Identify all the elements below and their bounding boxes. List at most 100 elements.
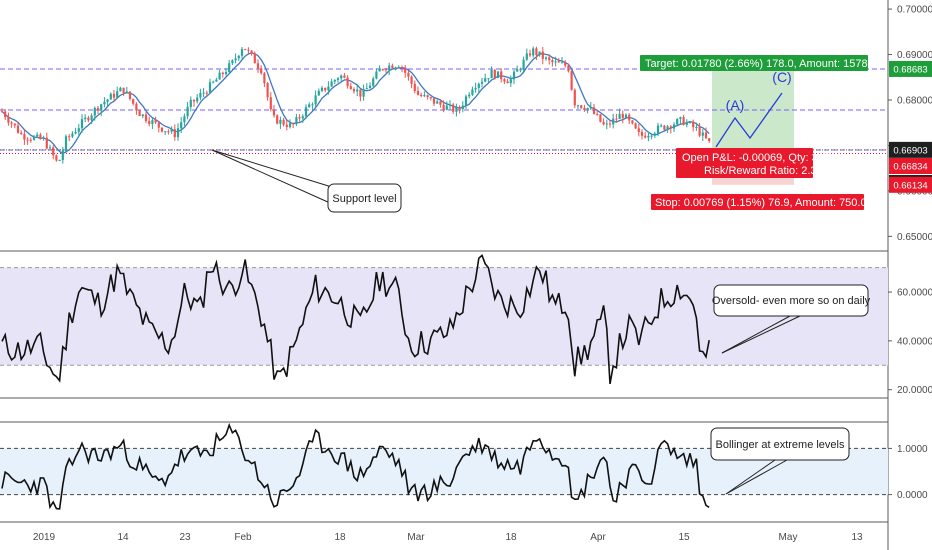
candle-body (384, 69, 388, 71)
candle-body (487, 78, 490, 80)
candle-body (336, 78, 340, 80)
candle-body (10, 122, 13, 124)
candle-body (160, 127, 164, 132)
note-text: Support level (332, 193, 396, 205)
candle-body (84, 117, 87, 120)
wave-label: (C) (772, 69, 791, 85)
price-tag (889, 158, 932, 174)
candle-body (448, 104, 452, 106)
candle-body (189, 99, 192, 107)
candle-body (253, 53, 256, 64)
note-box (327, 183, 402, 213)
candle-body (413, 83, 416, 92)
price-tag (889, 60, 932, 77)
price-panel: (A)(B)(C) Target: 0.01780 (2.66%) 178.0,… (0, 46, 888, 213)
candle-body (516, 69, 519, 72)
candle-body (570, 71, 573, 90)
note-box (710, 427, 850, 461)
candle-body (340, 75, 343, 79)
candle-body (397, 67, 400, 69)
candle-body (80, 119, 84, 129)
candle-body (103, 101, 106, 105)
candle-body (272, 109, 276, 116)
candle-body (138, 110, 141, 117)
candle-body (509, 79, 512, 84)
candle-body (116, 91, 119, 98)
price-tag (889, 176, 932, 193)
candle-body (493, 69, 496, 78)
candle-body (202, 92, 205, 94)
candle-body (445, 105, 448, 110)
time-axis[interactable]: 2019 14 23 Feb 18 Mar 18 Apr 15 May 13 (33, 532, 863, 543)
candle-body (644, 135, 647, 138)
candle-body (592, 107, 596, 114)
candle-body (71, 133, 74, 137)
candle-body (212, 81, 215, 83)
candle-body (650, 135, 653, 137)
candle-body (618, 113, 621, 119)
note-text: Oversold- even more so on daily (712, 295, 871, 307)
price-tag-label: 0.66134 (893, 180, 927, 191)
bb-line (1, 422, 710, 510)
candle-body (477, 83, 480, 88)
candle-body (61, 150, 64, 161)
candle-body (416, 91, 420, 95)
candle-body (256, 63, 260, 69)
bb-tick-label: 1.0000 (897, 444, 928, 455)
candle-body (87, 117, 90, 121)
candle-body (599, 114, 602, 122)
candle-body (352, 89, 356, 92)
candle-body (708, 138, 711, 142)
candle-body (317, 90, 320, 96)
candle-body (528, 53, 532, 56)
candle-body (452, 104, 455, 112)
candle-body (346, 77, 349, 87)
candle-body (192, 99, 196, 102)
candle-body (7, 117, 10, 123)
candle-body (157, 122, 160, 128)
x-tick-label: 18 (505, 532, 517, 543)
rsi-tick-label: 60.0000 (897, 288, 932, 299)
candle-body (474, 87, 477, 90)
candle-body (432, 98, 436, 104)
candle-body (228, 63, 231, 73)
candle-body (400, 67, 404, 69)
candle-body (480, 81, 484, 84)
candle-body (205, 92, 208, 94)
candle-body (442, 104, 445, 110)
candle-body (372, 78, 375, 86)
candle-body (231, 60, 234, 64)
candle-body (471, 89, 474, 95)
candle-body (685, 122, 688, 125)
x-tick-label: 18 (334, 532, 346, 543)
price-tick-label: 0.68000 (897, 96, 932, 107)
candle-body (695, 127, 698, 129)
candle-body (327, 86, 330, 91)
candle-body (288, 123, 292, 128)
candle-body (218, 72, 221, 80)
candle-body (496, 71, 500, 78)
candle-body (544, 57, 548, 59)
candle-body (234, 58, 237, 61)
candle-body (295, 117, 298, 125)
pointer-line (725, 459, 788, 495)
candle-body (359, 89, 362, 97)
pnl-box (676, 148, 813, 178)
candle-body (538, 51, 541, 56)
stop-label: Stop: 0.00769 (1.15%) 76.9, Amount: 750.… (655, 197, 873, 209)
candle-body (247, 49, 250, 51)
candle-body (244, 49, 247, 51)
candle-body (404, 67, 407, 73)
candle-body (128, 91, 132, 99)
candle-body (458, 107, 461, 110)
candle-body (42, 137, 45, 139)
candle-body (32, 136, 36, 140)
candle-body (279, 119, 282, 124)
candle-body (164, 131, 167, 133)
candle-body (701, 132, 704, 136)
price-axis[interactable]: 0.700000.690000.680000.670000.660000.650… (888, 5, 932, 502)
candle-body (535, 48, 538, 56)
rsi-tick-label: 40.0000 (897, 336, 932, 347)
candle-body (551, 60, 554, 63)
